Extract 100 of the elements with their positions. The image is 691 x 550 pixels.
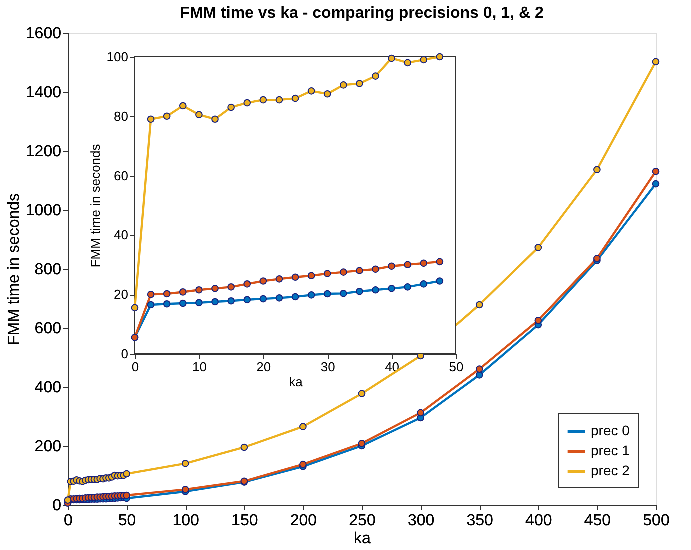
point [147,290,155,298]
point [179,300,187,308]
y-tick-label: 100 [106,50,128,64]
point [358,440,366,448]
point [388,262,396,270]
point [324,290,332,298]
point [147,301,155,309]
point [652,180,660,188]
y-tick-label: 800 [34,262,62,278]
point [372,286,380,294]
point [420,280,428,288]
point [404,284,412,291]
x-tick-label: 50 [449,360,464,374]
x-tick-label: 400 [526,512,552,530]
x-tick-label: 50 [118,512,136,530]
point [182,460,190,468]
point [476,372,484,379]
point [404,261,412,269]
point [292,274,300,282]
point [212,298,219,306]
y-tick-label: 1600 [26,26,62,42]
point [300,423,307,430]
point [534,316,542,324]
y-tick-label: 20 [114,287,128,302]
x-tick-label: 250 [349,512,376,530]
point [240,444,248,452]
point [417,409,424,417]
point [123,470,130,478]
x-tick-label: 0 [132,360,140,374]
point [356,80,364,88]
point [652,58,660,66]
y-tick-label: 60 [114,168,128,184]
point [276,96,284,104]
point [123,492,130,500]
legend-label: prec 0 [591,422,630,438]
point [358,390,366,398]
point [476,366,484,373]
point [228,104,235,112]
point [131,304,139,312]
x-tick-label: 200 [290,512,318,530]
y-tick-label: 1000 [26,202,62,220]
point [340,290,348,298]
point [260,278,268,285]
x-axis-title: ka [354,530,372,548]
point [308,272,316,280]
y-axis-title: FMM time in seconds [6,193,23,346]
point [300,460,307,468]
point [196,299,203,307]
point [356,267,364,274]
chart-title: FMM time vs ka - comparing precisions 0, 1, & 2 [180,5,544,22]
x-tick-label: 450 [584,512,612,530]
point [196,286,203,294]
y-tick-label: 200 [34,438,62,456]
x-tick-label: 350 [466,512,494,530]
point [436,53,444,61]
point [340,268,348,276]
point [228,297,235,305]
x-tick-label: 30 [320,360,336,374]
x-tick-label: 500 [643,512,670,530]
y-axis-title: FMM time in seconds [88,144,103,268]
point [420,260,428,268]
point [163,112,171,120]
point [324,270,332,278]
x-tick-label: 100 [172,512,200,530]
point [308,292,316,299]
point [244,99,252,107]
y-tick-label: 0 [52,498,62,514]
y-tick-label: 80 [114,108,128,124]
legend-label: prec 1 [591,442,630,458]
point [163,300,171,308]
point [476,301,484,309]
point [260,96,268,104]
point [244,296,252,304]
point [163,290,171,298]
point [276,294,284,302]
point [388,285,396,292]
x-tick-label: 150 [232,512,258,530]
point [276,276,284,283]
point [260,295,268,303]
point [212,116,219,124]
point [436,278,444,285]
point [179,288,187,296]
x-tick-label: 0 [64,512,74,530]
y-tick-label: 1200 [26,144,62,160]
point [404,59,412,67]
point [308,88,316,95]
point [594,166,601,174]
point [534,244,542,252]
point [212,285,219,292]
x-axis-title: ka [289,374,304,390]
point [147,116,155,124]
point [228,284,235,291]
point [340,82,348,89]
point [420,56,428,64]
legend-label: prec 2 [591,462,630,478]
point [292,293,300,301]
point [244,280,252,288]
point [388,54,396,62]
x-tick-label: 300 [408,512,435,530]
y-tick-label: 0 [121,346,128,362]
